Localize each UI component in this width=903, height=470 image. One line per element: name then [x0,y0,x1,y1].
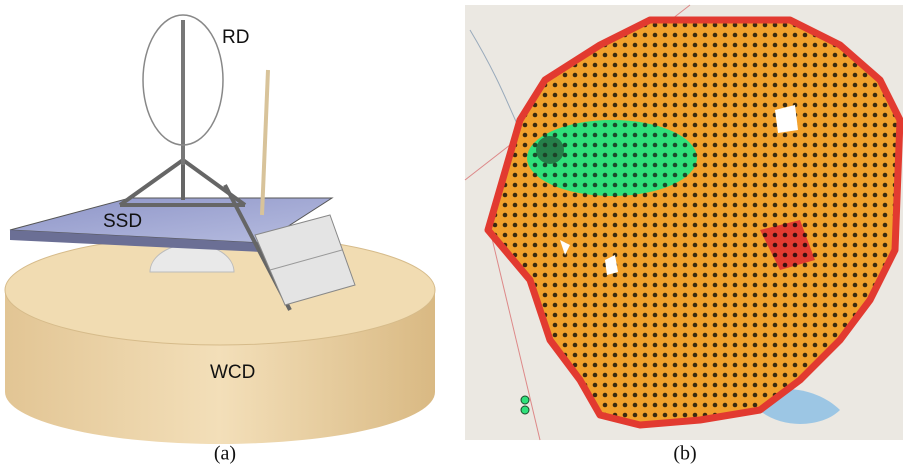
ssd-label: SSD [103,211,142,232]
caption-a: (a) [214,443,236,465]
rd-label: RD [222,27,249,48]
caption-b: (b) [673,443,696,465]
panel-a-illustration: RD SSD WCD [5,15,435,444]
figure: RD SSD WCD (a) (b) [0,0,903,470]
wcd-label: WCD [210,362,255,383]
panel-b-map [465,5,903,440]
